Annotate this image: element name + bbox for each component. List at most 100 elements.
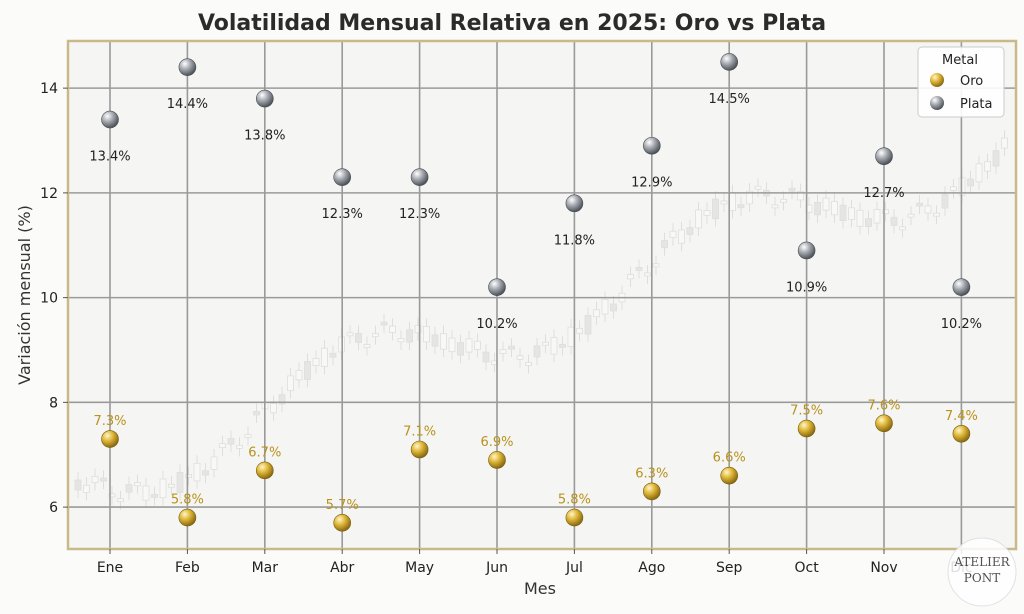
backdrop-candle xyxy=(389,318,396,341)
backdrop-candle xyxy=(151,486,158,506)
backdrop-candle xyxy=(91,468,99,491)
backdrop-candle xyxy=(992,142,1000,175)
backdrop-candle xyxy=(695,201,702,236)
backdrop-candle xyxy=(210,448,218,478)
data-label-oro: 7.1% xyxy=(403,424,436,439)
legend-title: Metal xyxy=(942,53,978,68)
backdrop-candle xyxy=(125,476,133,501)
point-oro xyxy=(875,414,893,433)
point-plata xyxy=(565,194,584,213)
backdrop-candle xyxy=(321,340,328,375)
backdrop-candle xyxy=(329,345,337,366)
point-oro xyxy=(333,514,352,532)
data-label-oro: 6.9% xyxy=(480,435,513,450)
legend-marker-plata xyxy=(930,96,944,110)
backdrop-candle xyxy=(457,334,464,364)
point-oro xyxy=(178,508,197,527)
x-tick-label: Abr xyxy=(330,560,354,576)
data-label-oro: 7.4% xyxy=(945,409,978,424)
data-label-plata: 13.4% xyxy=(89,150,130,165)
data-label-oro: 6.6% xyxy=(713,451,746,466)
backdrop-candle xyxy=(312,350,320,374)
chart-title: Volatilidad Mensual Relativa en 2025: Or… xyxy=(198,11,826,36)
backdrop-candle xyxy=(406,321,413,351)
backdrop-candle xyxy=(678,221,685,252)
backdrop-candle xyxy=(975,155,983,190)
backdrop-candle xyxy=(465,330,473,361)
backdrop-candle xyxy=(304,353,311,388)
x-tick-label: Sep xyxy=(716,560,743,576)
point-plata xyxy=(797,241,816,260)
backdrop-candle xyxy=(83,477,90,501)
backdrop-candle xyxy=(873,201,881,232)
backdrop-candle xyxy=(907,206,915,226)
backdrop-candle xyxy=(601,291,609,323)
svg-text:PONT: PONT xyxy=(964,571,1000,585)
legend-label-plata: Plata xyxy=(960,97,992,112)
y-tick-label: 8 xyxy=(49,395,58,411)
backdrop-candle xyxy=(848,199,855,228)
x-tick-label: Nov xyxy=(870,560,897,576)
backdrop-candle xyxy=(159,470,167,506)
backdrop-candle xyxy=(559,336,566,356)
data-label-plata: 10.2% xyxy=(941,317,982,332)
backdrop-candle xyxy=(287,367,294,399)
plot-area xyxy=(68,41,1016,549)
backdrop-candle xyxy=(346,324,354,344)
backdrop-candle xyxy=(295,362,303,388)
backdrop-candle xyxy=(890,209,898,234)
backdrop-candle xyxy=(635,259,643,279)
y-tick-label: 12 xyxy=(40,186,58,202)
backdrop-candle xyxy=(831,193,838,223)
backdrop-candle xyxy=(372,325,379,345)
backdrop-candle xyxy=(1001,130,1008,157)
backdrop-candle xyxy=(482,344,490,371)
backdrop-candle xyxy=(202,462,209,484)
backdrop-candle xyxy=(610,296,617,319)
data-label-oro: 6.7% xyxy=(248,445,281,460)
backdrop-candle xyxy=(380,314,388,334)
data-label-plata: 12.3% xyxy=(322,207,363,222)
x-tick-label: Jul xyxy=(565,560,583,576)
legend: Metal Oro Plata xyxy=(917,46,1005,118)
x-tick-label: Oct xyxy=(794,560,819,576)
backdrop-candle xyxy=(270,395,277,421)
point-plata xyxy=(101,110,119,129)
data-label-oro: 6.3% xyxy=(635,466,668,481)
x-tick-label: Ago xyxy=(638,560,665,576)
backdrop-candle xyxy=(924,197,932,222)
backdrop-candle xyxy=(508,338,515,358)
backdrop-candle xyxy=(686,219,694,243)
data-label-oro: 5.8% xyxy=(171,493,204,508)
point-oro xyxy=(952,424,971,443)
backdrop-candle xyxy=(533,337,541,365)
backdrop-candle xyxy=(822,190,830,219)
backdrop-candle xyxy=(550,329,558,363)
legend-label-oro: Oro xyxy=(960,74,983,89)
backdrop-candle xyxy=(661,232,668,256)
backdrop-candle xyxy=(669,223,677,246)
backdrop-candle xyxy=(100,470,107,490)
point-oro xyxy=(642,482,661,501)
backdrop-candle xyxy=(584,307,592,343)
x-tick-label: Jun xyxy=(485,560,508,576)
x-axis-label: Mes xyxy=(524,579,556,598)
x-tick-label: Ene xyxy=(97,560,123,576)
point-oro xyxy=(488,451,506,469)
point-plata xyxy=(255,89,274,108)
point-oro xyxy=(797,419,816,438)
backdrop-candle xyxy=(856,202,864,235)
backdrop-candle xyxy=(967,170,974,194)
data-label-oro: 5.7% xyxy=(326,498,359,513)
point-plata xyxy=(333,168,352,186)
backdrop-candle xyxy=(899,218,906,238)
data-label-oro: 5.8% xyxy=(558,493,591,508)
backdrop-candle xyxy=(176,464,184,501)
backdrop-candle xyxy=(363,336,371,356)
backdrop-candle xyxy=(474,333,481,358)
backdrop-candle xyxy=(703,202,711,224)
data-label-plata: 12.7% xyxy=(863,186,904,201)
backdrop-candle xyxy=(941,186,949,217)
y-axis-label: Variación mensual (%) xyxy=(15,205,34,385)
